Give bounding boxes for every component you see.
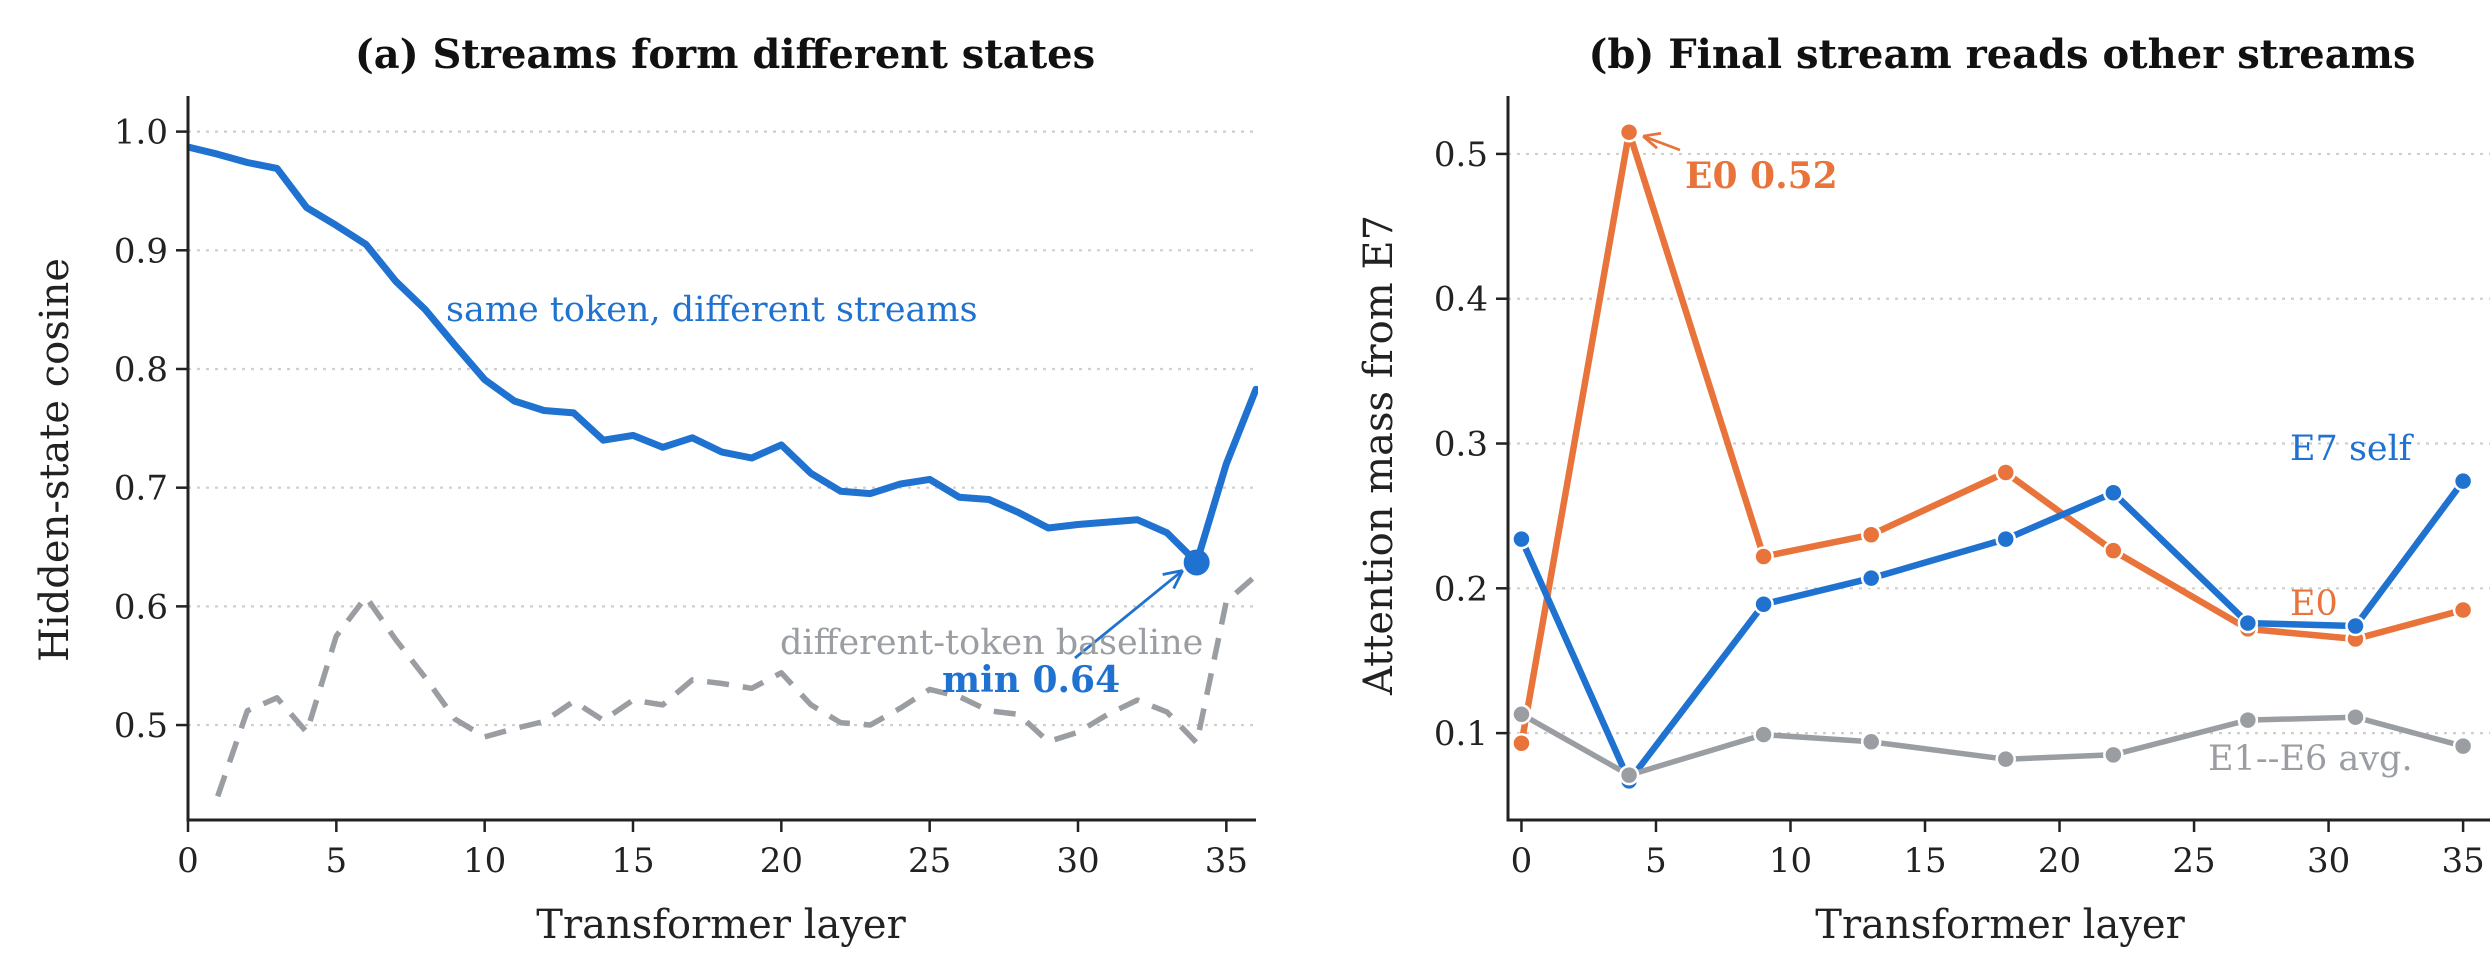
data-point (2345, 615, 2366, 637)
data-point (2345, 706, 2366, 728)
data-point (1618, 764, 1640, 786)
x-tick-label: 30 (1056, 841, 1099, 881)
x-tick-label: 20 (760, 841, 803, 881)
x-tick-label: 10 (1769, 841, 1812, 881)
data-point (1511, 528, 1532, 550)
min-arrow (1074, 569, 1184, 660)
min-arrow-head (1162, 569, 1184, 590)
panel-b-y-axis-label: Attention mass from E7 (1356, 215, 1402, 696)
y-tick-label: 0.5 (1434, 135, 1488, 175)
x-tick-label: 5 (326, 841, 348, 881)
x-tick-label: 15 (611, 841, 654, 881)
data-point (2103, 482, 2124, 504)
data-point (2452, 470, 2474, 492)
y-tick-label: 0.7 (114, 469, 168, 509)
data-point (1753, 593, 1774, 615)
panel-a-series (188, 143, 1258, 798)
x-tick-label: 25 (2172, 841, 2215, 881)
x-tick-label: 0 (177, 841, 199, 881)
panel-a-min-annotation: min 0.64 (942, 659, 1120, 701)
x-tick-label: 0 (1511, 841, 1533, 881)
data-point (1995, 462, 2016, 483)
y-tick-label: 0.4 (1434, 280, 1488, 320)
panel-a-series-label-same-token: same token, different streams (446, 290, 978, 330)
plot-area (188, 143, 1258, 798)
panel-b-series-label-e0: E0 (2290, 584, 2338, 624)
peak-arrow (1642, 134, 1681, 152)
data-point (2452, 735, 2474, 757)
panel-b-x-axis-label: Transformer layer (1815, 902, 2185, 948)
series-line-2 (215, 573, 1258, 798)
data-point (1753, 546, 1774, 567)
x-tick-label: 35 (1205, 841, 1248, 881)
axis-spines (186, 96, 1256, 822)
panel-b-series (1511, 121, 2474, 792)
series-line-1 (188, 143, 1258, 566)
axis-spines (1506, 96, 2490, 822)
data-point (1995, 528, 2016, 550)
data-point (1860, 731, 1882, 753)
y-tick-label: 0.5 (114, 706, 168, 746)
panel-b-title: (b) Final stream reads other streams (1589, 31, 2416, 78)
data-point (2103, 540, 2124, 561)
x-tick-label: 10 (463, 841, 506, 881)
series-line-2 (1518, 477, 2467, 785)
data-point (1860, 567, 1882, 589)
panel-b-peak-annotation: E0 0.52 (1685, 155, 1838, 197)
data-point (2237, 612, 2259, 634)
data-point (2452, 599, 2474, 621)
data-point (1618, 121, 1640, 143)
x-tick-label: 30 (2307, 841, 2350, 881)
y-tick-label: 0.3 (1434, 425, 1488, 465)
x-tick-label: 25 (908, 841, 951, 881)
y-tick-label: 0.9 (114, 231, 168, 271)
panel-a-y-axis-label: Hidden-state cosine (32, 258, 78, 662)
data-point (1753, 724, 1774, 745)
panel-a: 0.5 0.6 0.7 0.8 0.9 1.0 0 5 10 15 20 25 30 35 (a) Str… (32, 31, 1258, 948)
panel-a-title: (a) Streams form different states (355, 31, 1095, 78)
panel-b-series-label-e1-e6: E1--E6 avg. (2208, 739, 2413, 779)
panel-a-series-label-baseline: different-token baseline (780, 623, 1203, 663)
x-tick-label: 15 (1903, 841, 1946, 881)
min-point-marker (1183, 549, 1210, 576)
y-tick-label: 0.2 (1434, 569, 1488, 609)
data-point (1511, 704, 1532, 725)
data-point (1511, 733, 1532, 754)
panel-a-x-axis-label: Transformer layer (536, 902, 906, 948)
y-tick-label: 0.8 (114, 350, 168, 390)
y-tick-label: 0.6 (114, 587, 168, 627)
panel-b: 0.1 0.2 0.3 0.4 0.5 0 5 10 15 20 25 30 35 (b) Final … (1356, 31, 2490, 948)
data-point (1860, 524, 1882, 545)
y-tick-label: 0.1 (1434, 714, 1488, 754)
panel-a-gridlines (188, 130, 1256, 727)
panel-b-gridlines (1508, 152, 2490, 735)
data-point (2237, 709, 2259, 731)
panel-a-axes: 0.5 0.6 0.7 0.8 0.9 1.0 0 5 10 15 20 25 30 35 (114, 96, 1256, 881)
x-tick-label: 5 (1645, 841, 1667, 881)
x-tick-label: 35 (2441, 841, 2484, 881)
panel-b-axes: 0.1 0.2 0.3 0.4 0.5 0 5 10 15 20 25 30 35 (1434, 96, 2490, 881)
y-tick-label: 1.0 (114, 113, 168, 153)
data-point (2103, 744, 2124, 766)
data-point (1995, 748, 2016, 770)
peak-arrow-head (1642, 131, 1662, 150)
x-tick-label: 20 (2038, 841, 2081, 881)
panel-b-series-label-e7-self: E7 self (2290, 429, 2415, 469)
